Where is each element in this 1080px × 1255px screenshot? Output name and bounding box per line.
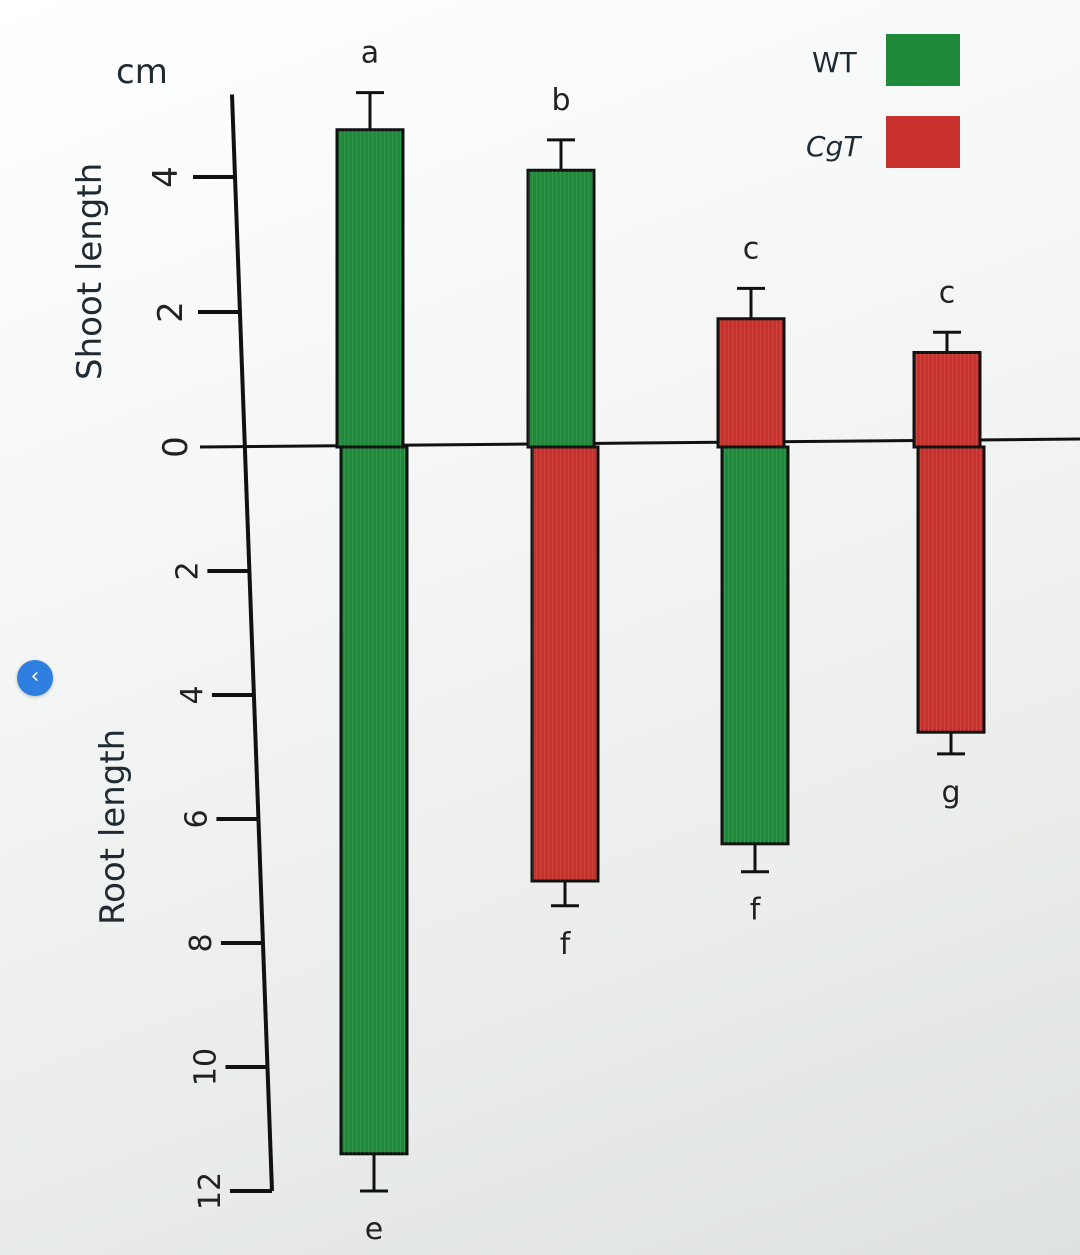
legend-label-cgt: CgT <box>806 130 861 163</box>
root-bar-texture-2 <box>532 447 598 881</box>
shoot-significance-letter: c <box>939 275 956 310</box>
legend-swatch-wt <box>886 34 960 86</box>
root-significance-letter: e <box>365 1212 383 1247</box>
shoot-bar-texture-4 <box>914 352 980 447</box>
legend-swatch-cgt <box>886 116 960 168</box>
shoot-tick-label: 0 <box>156 436 196 458</box>
shoot-significance-letter: c <box>743 231 760 266</box>
axis-layer: 4 2 0 2 4 6 8 10 12 <box>146 94 1080 1210</box>
root-significance-letter: g <box>941 775 960 810</box>
root-tick-label: 6 <box>179 809 214 828</box>
shoot-significance-letter: a <box>361 36 379 71</box>
shoot-tick-label: 4 <box>146 166 186 188</box>
nav-back-button[interactable]: ‹ <box>17 660 53 696</box>
y-axis-line <box>230 94 274 1192</box>
root-significance-letter: f <box>750 893 762 928</box>
root-bar-texture-4 <box>918 447 984 733</box>
root-bar-texture-3 <box>722 447 788 844</box>
root-significance-letter: f <box>560 927 572 962</box>
bar-layer: a e b f c f c g <box>335 36 986 1247</box>
shoot-tick-label: 2 <box>151 301 191 323</box>
legend-label-wt: WT <box>812 46 857 79</box>
shoot-significance-letter: b <box>551 83 570 118</box>
root-tick-label: 2 <box>170 561 205 580</box>
shoot-bar-texture-3 <box>718 318 784 447</box>
shoot-bar-texture-2 <box>528 170 594 447</box>
root-tick-label: 10 <box>188 1048 223 1086</box>
root-bar-texture-1 <box>341 447 407 1154</box>
root-tick-label: 4 <box>175 685 210 704</box>
root-tick-label: 12 <box>193 1172 228 1210</box>
shoot-bar-texture-1 <box>337 129 403 447</box>
unit-label: cm <box>116 52 168 92</box>
chevron-left-icon: ‹ <box>30 664 40 689</box>
root-tick-label: 8 <box>184 933 219 952</box>
